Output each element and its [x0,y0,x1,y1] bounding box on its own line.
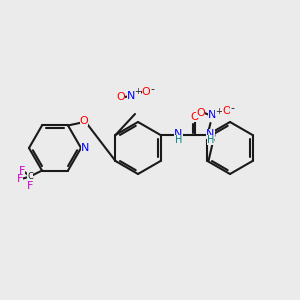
Text: O: O [196,108,205,118]
Text: N: N [81,143,89,153]
Text: O: O [142,87,150,97]
Text: F: F [17,173,23,184]
Text: N: N [174,129,183,139]
Text: F: F [19,166,25,176]
Text: O: O [222,106,231,116]
Text: H: H [175,135,182,145]
Text: O: O [117,92,125,102]
Text: N: N [127,91,135,101]
Text: +: + [135,88,141,97]
Text: -: - [230,103,235,113]
Text: N: N [208,110,217,120]
Text: C: C [27,172,33,181]
Text: F: F [27,181,33,190]
Text: H: H [207,135,214,145]
Text: +: + [215,106,222,116]
Text: N: N [206,129,215,139]
Text: O: O [80,116,88,127]
Text: -: - [150,84,154,94]
Text: O: O [190,112,199,122]
